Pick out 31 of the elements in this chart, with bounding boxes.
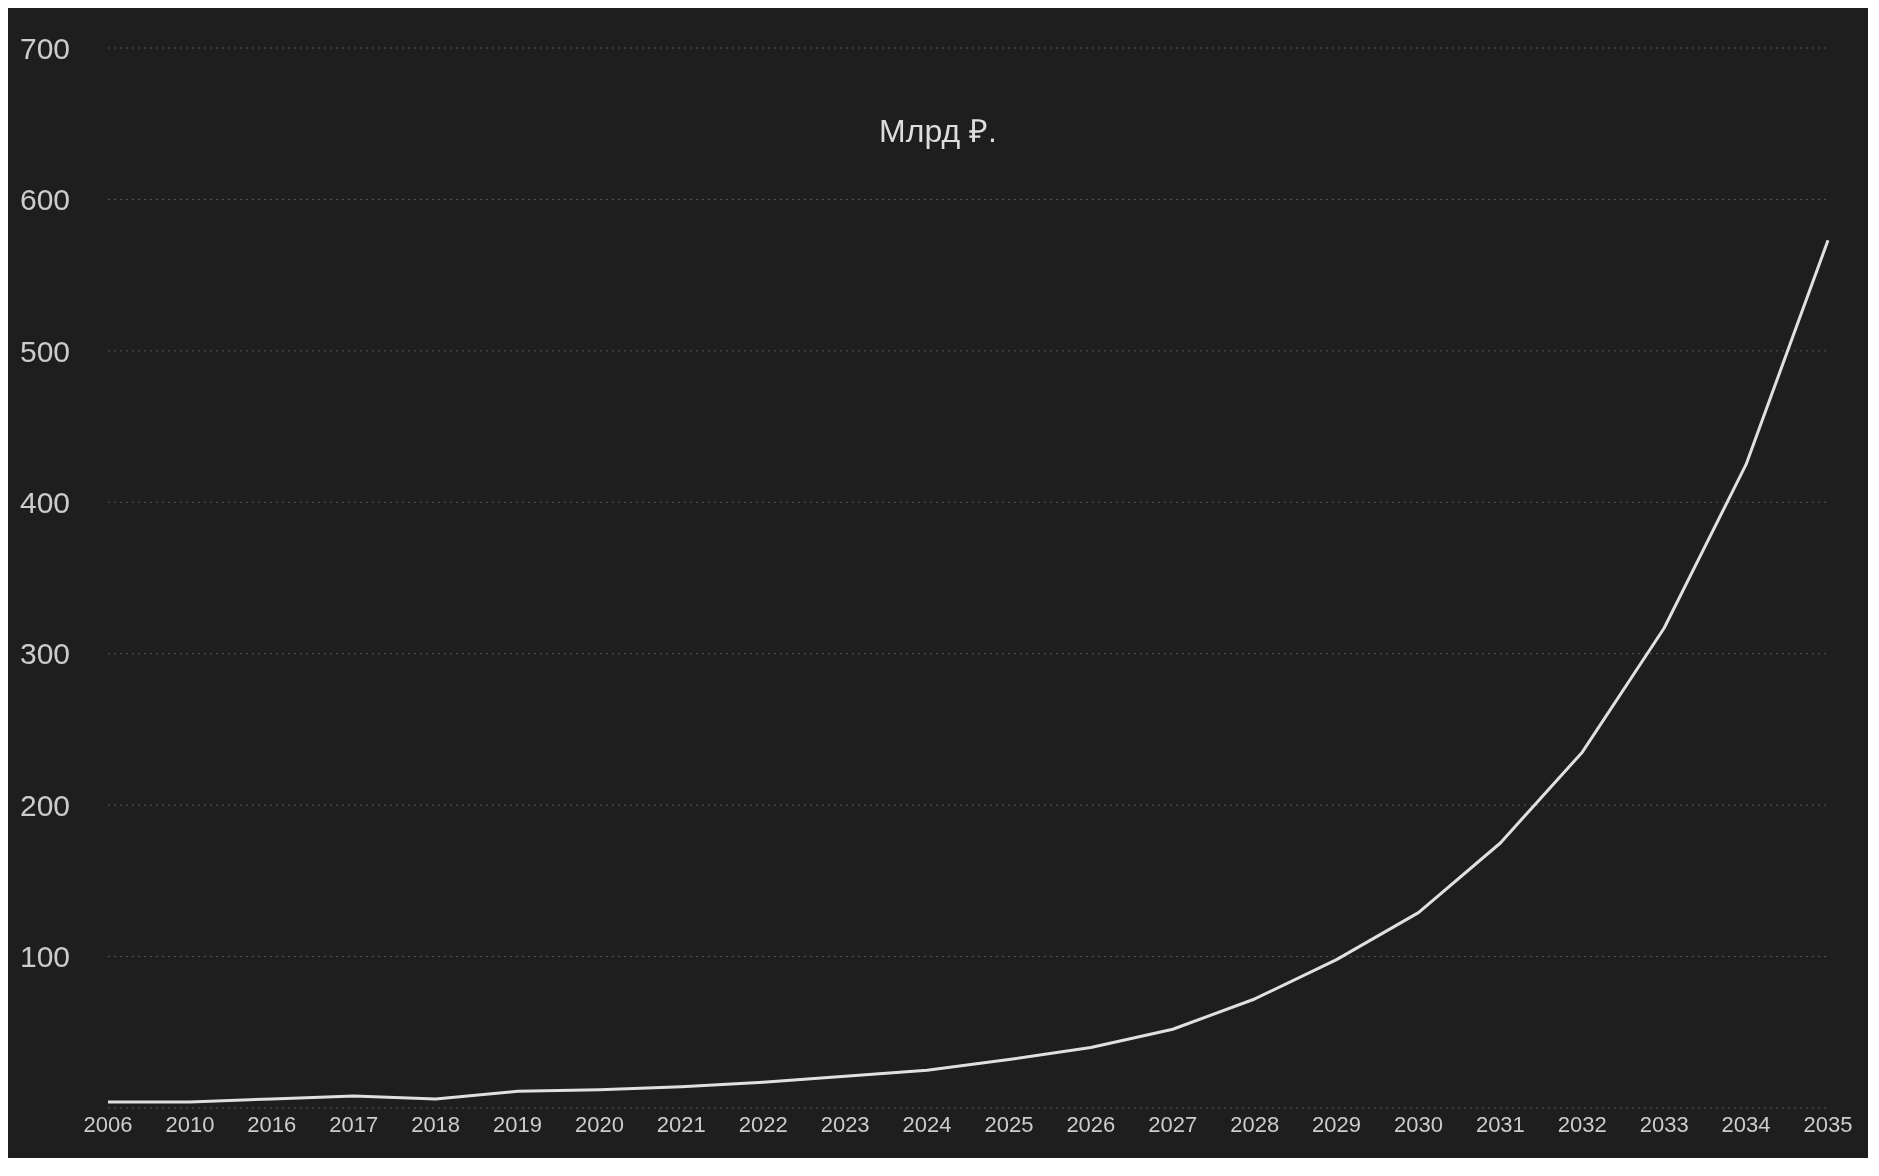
x-tick-label: 2026 <box>1066 1111 1116 1137</box>
y-tick-label: 100 <box>20 940 71 974</box>
y-tick-label: 400 <box>20 485 71 519</box>
x-tick-label: 2028 <box>1230 1111 1280 1137</box>
x-tick-label: 2027 <box>1148 1111 1198 1137</box>
y-tick-label: 200 <box>20 788 71 822</box>
x-tick-label: 2025 <box>984 1111 1034 1137</box>
x-tick-label: 2022 <box>738 1111 788 1137</box>
y-tick-label: 300 <box>20 637 71 671</box>
x-tick-label: 2006 <box>83 1111 133 1137</box>
x-tick-label: 2017 <box>329 1111 379 1137</box>
x-tick-label: 2034 <box>1721 1111 1771 1137</box>
x-tick-label: 2031 <box>1475 1111 1525 1137</box>
x-tick-label: 2019 <box>493 1111 542 1137</box>
x-tick-label: 2023 <box>820 1111 870 1137</box>
x-tick-label: 2033 <box>1639 1111 1689 1137</box>
x-tick-label: 2024 <box>902 1111 952 1137</box>
x-tick-label: 2032 <box>1557 1111 1607 1137</box>
text: Млрд ₽. <box>878 112 998 151</box>
x-tick-label: 2029 <box>1312 1111 1362 1137</box>
x-tick-label: 2021 <box>656 1111 706 1137</box>
x-tick-label: 2010 <box>165 1111 215 1137</box>
x-tick-label: 2018 <box>411 1111 461 1137</box>
y-tick-label: 600 <box>20 183 71 217</box>
x-tick-label: 2030 <box>1394 1111 1443 1137</box>
x-tick-label: 2035 <box>1803 1111 1853 1137</box>
line-series <box>106 238 1830 1104</box>
y-tick-label: 700 <box>20 31 71 65</box>
x-tick-label: 2020 <box>574 1111 624 1137</box>
x-tick-label: 2016 <box>247 1111 297 1137</box>
y-tick-label: 500 <box>20 334 71 368</box>
